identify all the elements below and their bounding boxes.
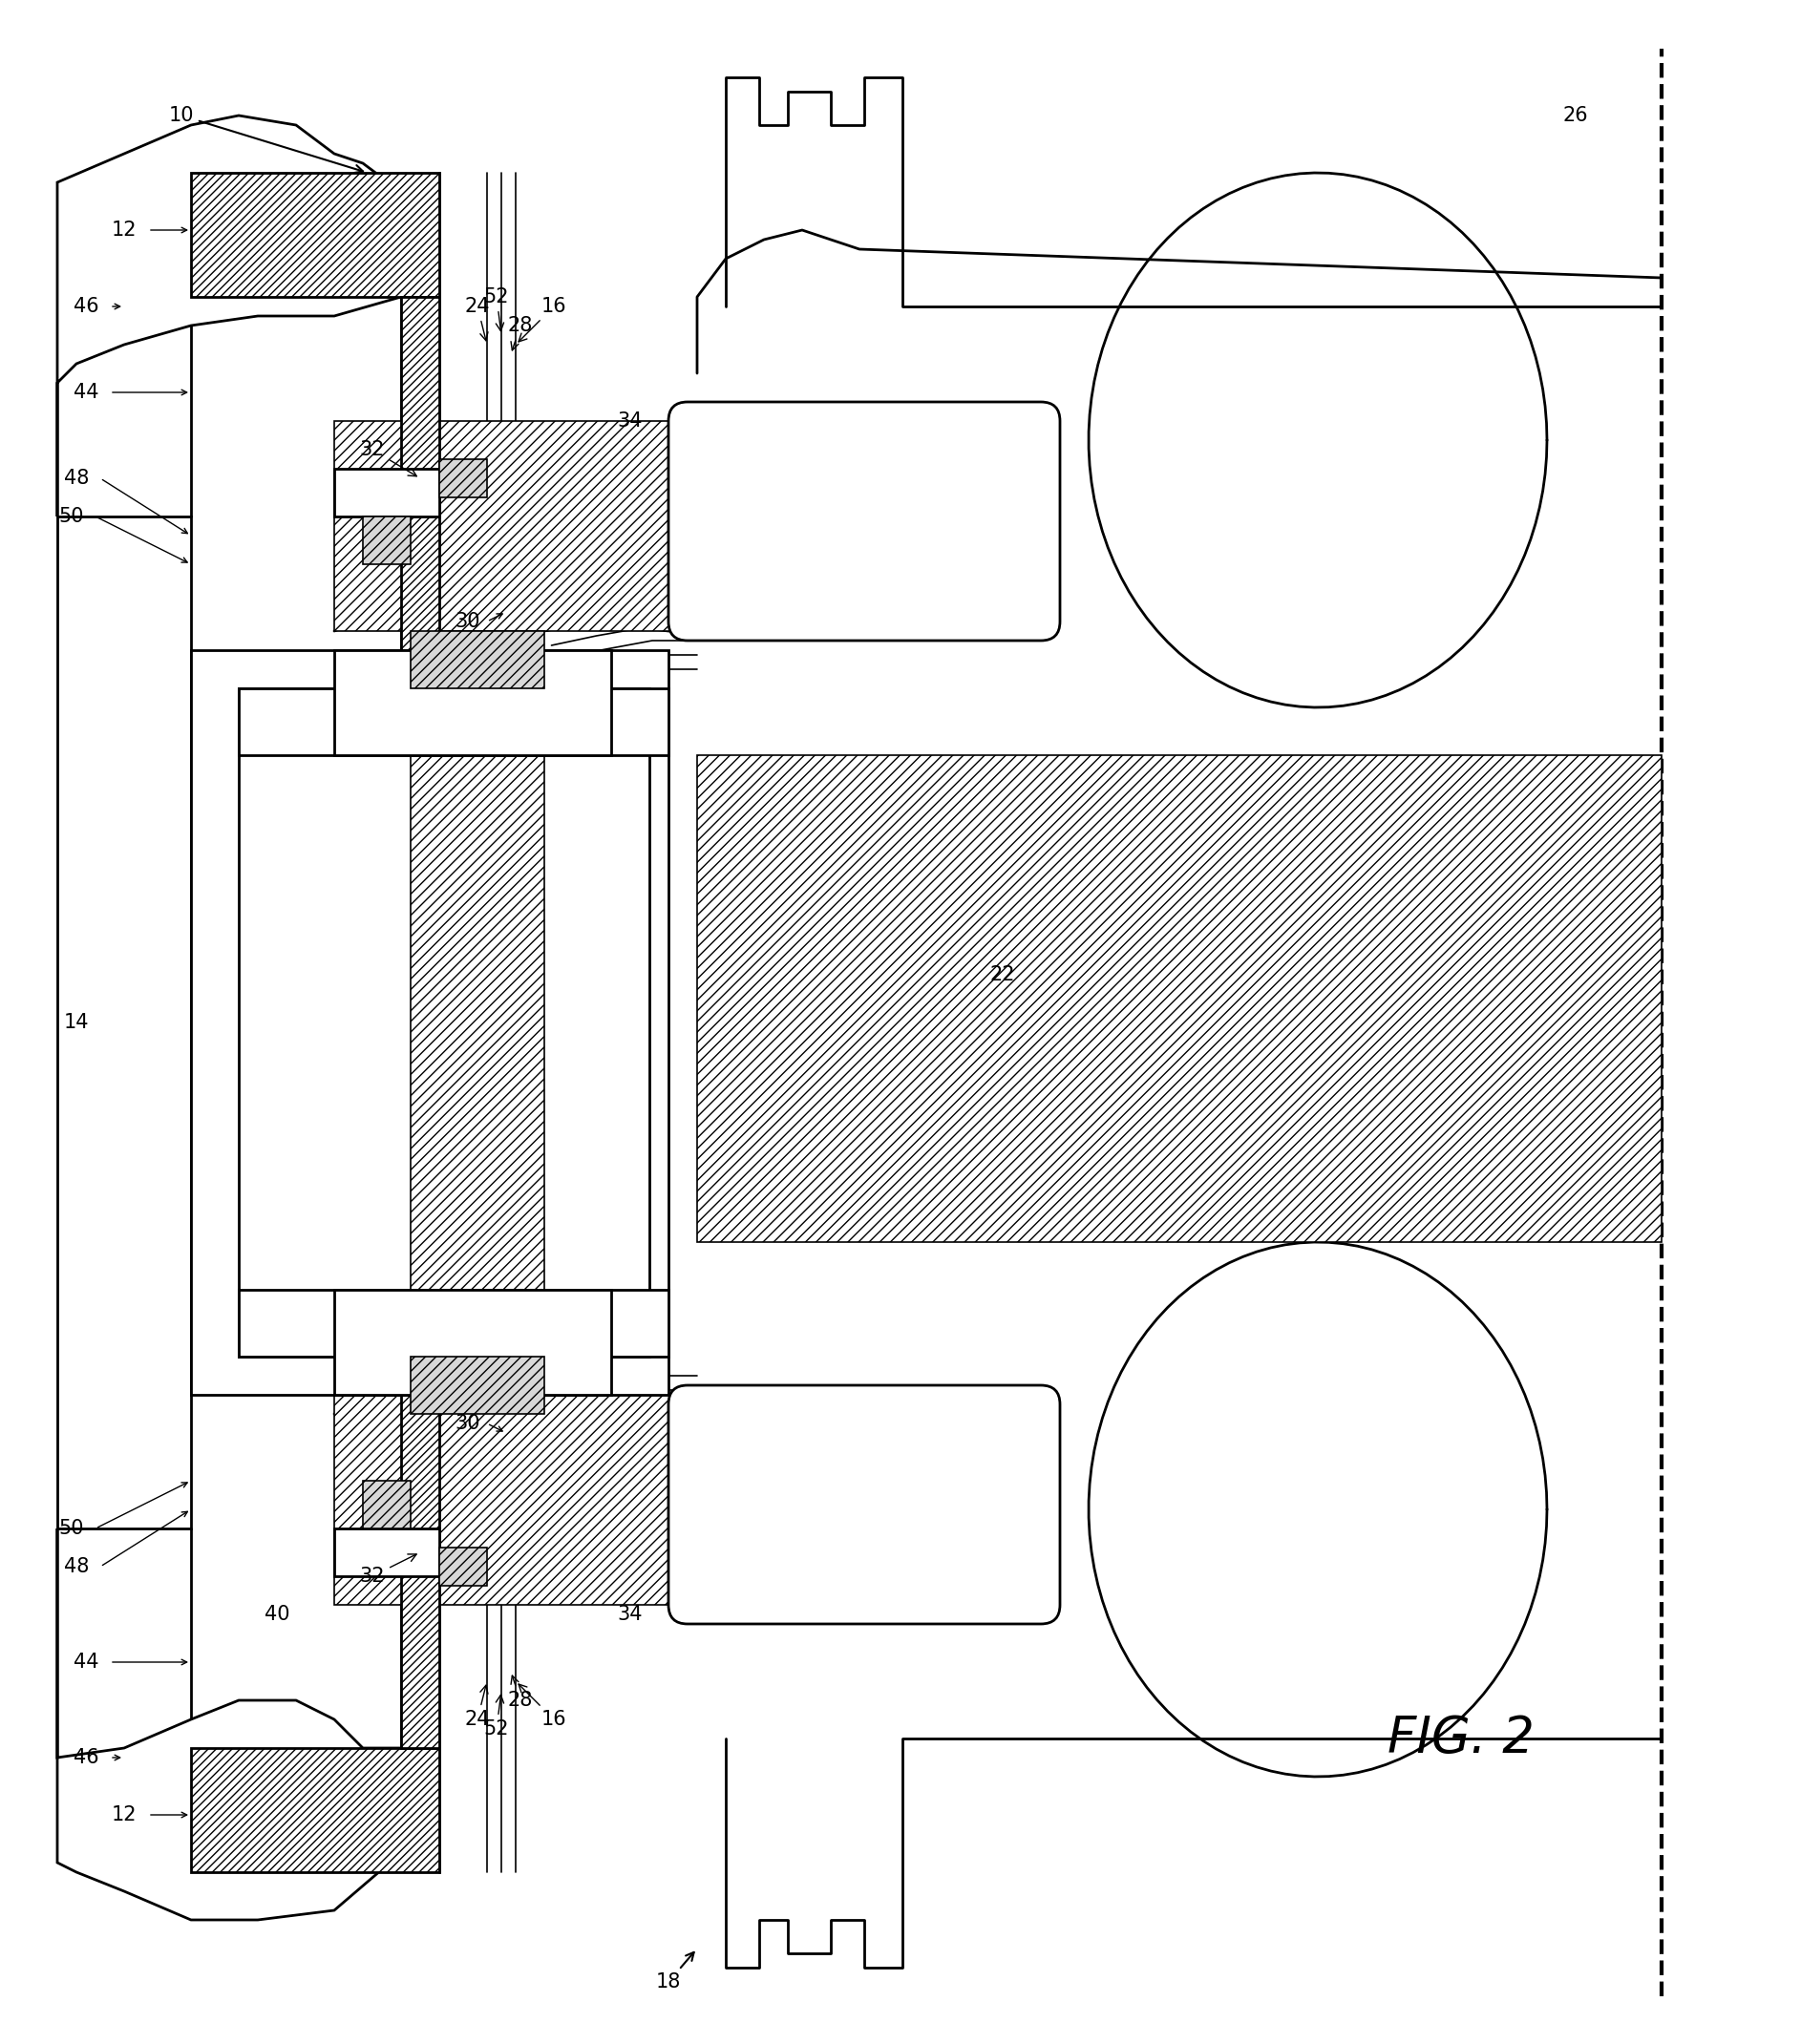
- Text: 44: 44: [74, 382, 99, 403]
- Polygon shape: [697, 754, 1662, 1243]
- Text: 48: 48: [63, 1558, 88, 1576]
- Text: 32: 32: [360, 439, 416, 476]
- FancyBboxPatch shape: [668, 403, 1061, 640]
- Text: 38: 38: [722, 1537, 747, 1558]
- Text: 22: 22: [991, 965, 1016, 985]
- Polygon shape: [240, 1290, 668, 1357]
- Text: 28: 28: [508, 317, 533, 350]
- Polygon shape: [58, 1529, 402, 1919]
- Text: 36: 36: [780, 1480, 805, 1500]
- Text: 42: 42: [294, 1815, 319, 1833]
- Text: 52: 52: [484, 288, 510, 331]
- Text: 40: 40: [265, 1605, 290, 1623]
- Text: 30: 30: [456, 1414, 481, 1433]
- Text: 46: 46: [74, 296, 99, 317]
- Polygon shape: [335, 650, 611, 754]
- Text: 50: 50: [59, 1519, 85, 1537]
- Polygon shape: [362, 517, 411, 564]
- Text: 34: 34: [618, 411, 643, 431]
- Text: 34: 34: [618, 1605, 643, 1623]
- Text: 54: 54: [800, 1429, 825, 1447]
- Polygon shape: [335, 1394, 697, 1605]
- Text: 30: 30: [456, 611, 481, 632]
- Text: 38: 38: [722, 489, 747, 507]
- Text: 14: 14: [63, 1014, 88, 1032]
- Polygon shape: [411, 1357, 544, 1414]
- Text: 56: 56: [751, 611, 776, 632]
- Text: 28: 28: [508, 1676, 533, 1711]
- Polygon shape: [58, 117, 402, 517]
- Text: 52: 52: [484, 1694, 510, 1739]
- Text: 10: 10: [169, 106, 364, 174]
- Text: 48: 48: [63, 468, 88, 489]
- Polygon shape: [411, 632, 544, 689]
- Text: 42: 42: [294, 211, 319, 231]
- Polygon shape: [191, 1748, 439, 1872]
- Text: 24: 24: [465, 1684, 490, 1729]
- Text: 32: 32: [360, 1553, 416, 1586]
- Polygon shape: [335, 468, 439, 517]
- Text: 16: 16: [519, 1684, 567, 1729]
- Polygon shape: [411, 650, 544, 1394]
- Text: 54: 54: [800, 593, 825, 611]
- Polygon shape: [58, 517, 191, 1529]
- Polygon shape: [697, 39, 1662, 497]
- Text: 46: 46: [74, 1748, 99, 1768]
- Polygon shape: [335, 1290, 611, 1394]
- Text: 26: 26: [1563, 106, 1588, 125]
- Text: 24: 24: [465, 296, 490, 341]
- Polygon shape: [335, 421, 697, 632]
- Text: 12: 12: [112, 1805, 137, 1825]
- Polygon shape: [191, 174, 439, 296]
- Polygon shape: [439, 460, 486, 497]
- Text: 18: 18: [656, 1952, 693, 1991]
- Text: 56: 56: [751, 1408, 776, 1429]
- Text: 50: 50: [59, 507, 85, 525]
- Polygon shape: [240, 689, 650, 1357]
- Polygon shape: [439, 1547, 486, 1586]
- Polygon shape: [191, 650, 668, 1394]
- Polygon shape: [240, 689, 668, 754]
- Text: 16: 16: [519, 296, 567, 341]
- FancyBboxPatch shape: [668, 1386, 1061, 1623]
- Polygon shape: [402, 1394, 439, 1748]
- Polygon shape: [335, 1529, 439, 1576]
- Polygon shape: [402, 296, 439, 650]
- Polygon shape: [362, 1480, 411, 1529]
- Text: 36: 36: [780, 546, 805, 564]
- Text: FIG. 2: FIG. 2: [1387, 1713, 1534, 1764]
- Text: 44: 44: [74, 1654, 99, 1672]
- Text: 12: 12: [112, 221, 137, 239]
